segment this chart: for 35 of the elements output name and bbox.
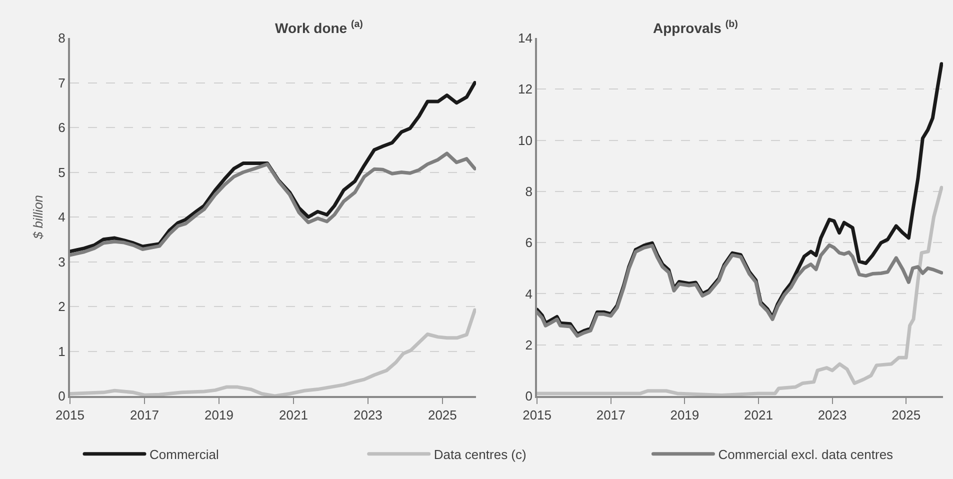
y-tick-label: 10 [518,132,532,148]
legend-label: Commercial excl. data centres [718,446,894,462]
y-tick-label: 5 [58,164,66,180]
x-tick-label: 2021 [279,408,308,423]
x-tick-label: 2021 [744,408,773,423]
y-tick-label: 1 [58,344,66,359]
y-tick-label: 7 [58,75,66,90]
y-tick-label: 14 [518,30,532,46]
x-tick-label: 2023 [353,408,382,423]
x-tick-label: 2017 [130,408,159,423]
x-tick-label: 2023 [818,408,847,423]
y-tick-label: 4 [525,286,532,302]
y-tick-label: 6 [525,235,532,250]
y-tick-label: 2 [58,299,66,314]
y-tick-label: 12 [518,82,532,97]
y-tick-label: 0 [525,388,532,404]
y-tick-label: 2 [525,337,532,352]
x-tick-label: 2019 [204,408,234,423]
legend-label: Data centres (c) [434,446,526,462]
y-tick-label: 6 [58,120,66,136]
x-tick-label: 2019 [670,408,700,423]
x-tick-label: 2015 [522,408,552,423]
x-tick-label: 2017 [596,408,626,423]
y-tick-label: 8 [525,184,532,199]
y-tick-label: 4 [58,210,66,225]
x-tick-label: 2025 [428,408,457,423]
x-tick-label: 2015 [56,408,84,423]
y-tick-label: 3 [58,254,66,270]
chart-title: Work done $^{(a)}$ [275,19,363,36]
chart-title: Approvals $^{(b)}$ [653,19,738,36]
y-tick-label: 0 [58,388,66,404]
y-axis-title: $ billion [30,194,46,240]
legend-label: Commercial [150,446,219,462]
x-tick-label: 2025 [892,408,921,423]
y-tick-label: 8 [58,30,66,46]
